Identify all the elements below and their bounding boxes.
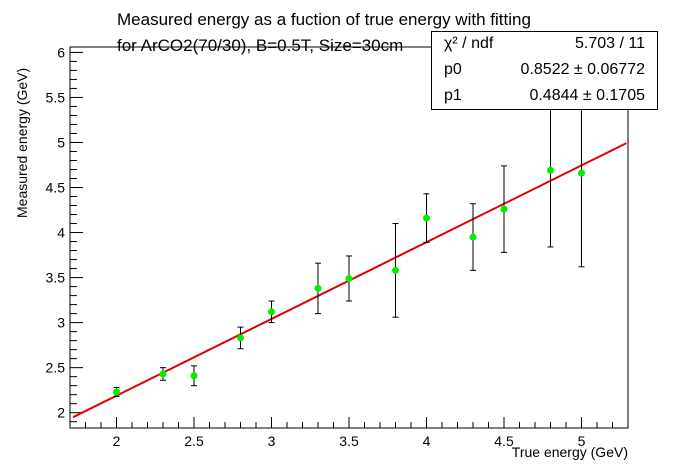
x-tick-label: 2.5	[184, 433, 204, 449]
x-axis-label: True energy (GeV)	[511, 444, 628, 460]
chart-title-line-1: Measured energy as a fuction of true ene…	[117, 10, 531, 29]
y-tick-label: 3.5	[46, 270, 66, 286]
y-tick-label: 5.5	[46, 89, 66, 105]
data-point	[547, 166, 554, 174]
data-point	[159, 370, 167, 378]
data-point	[268, 308, 275, 316]
stats-row-p0: p0 0.8522 ± 0.06772	[432, 58, 657, 83]
data-point	[500, 205, 508, 213]
data-point	[423, 214, 430, 222]
x-tick-label: 2	[113, 433, 121, 449]
data-point	[345, 274, 353, 282]
stats-value: 0.4844 ± 0.1705	[529, 87, 645, 104]
x-tick-label: 4.5	[494, 433, 514, 449]
y-tick-label: 4	[57, 225, 65, 241]
data-point	[237, 334, 244, 342]
data-point	[314, 284, 322, 292]
chart-title-line-2: for ArCO2(70/30), B=0.5T, Size=30cm	[117, 36, 404, 55]
data-point	[113, 388, 120, 396]
data-point	[578, 169, 585, 177]
y-tick-label: 2.5	[46, 360, 66, 376]
stats-label: χ² / ndf	[444, 35, 494, 52]
y-tick-label: 2	[57, 405, 65, 421]
y-tick-label: 5	[57, 134, 65, 150]
stats-row-p1: p1 0.4844 ± 0.1705	[432, 84, 657, 109]
stats-value: 5.703 / 11	[575, 35, 645, 52]
x-tick-label: 3	[268, 433, 276, 449]
y-tick-label: 4.5	[46, 180, 66, 196]
x-tick-label: 3.5	[339, 433, 359, 449]
y-axis-label: Measured energy (GeV)	[14, 67, 30, 218]
x-tick-label: 4	[423, 433, 431, 449]
y-tick-label: 3	[57, 315, 65, 331]
x-tick-label: 5	[578, 433, 586, 449]
stats-label: p1	[444, 87, 462, 104]
y-tick-label: 6	[57, 44, 65, 60]
data-point	[469, 233, 477, 241]
stats-label: p0	[444, 61, 462, 78]
fit-stats-box: χ² / ndf 5.703 / 11 p0 0.8522 ± 0.06772 …	[431, 31, 658, 110]
data-point	[392, 266, 399, 274]
stats-row-chi2: χ² / ndf 5.703 / 11	[432, 32, 657, 57]
data-point	[190, 372, 198, 380]
stats-value: 0.8522 ± 0.06772	[520, 61, 645, 78]
